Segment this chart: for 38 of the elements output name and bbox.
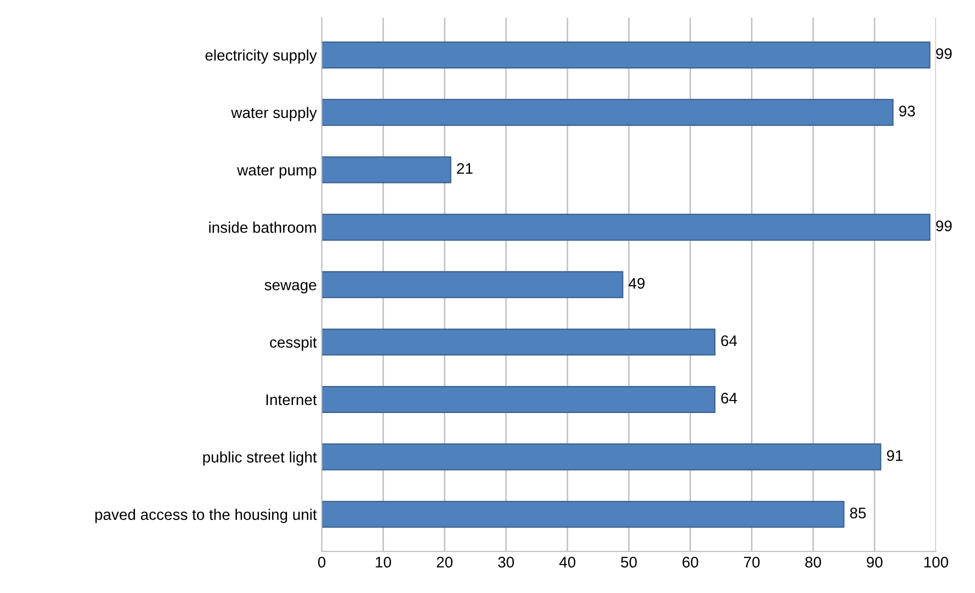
data-label: 64 [721,335,737,346]
bar [322,156,452,184]
x-tick-label: 50 [620,556,637,568]
bar [322,500,844,528]
x-tick-label: 80 [805,556,822,568]
data-label: 99 [936,220,952,232]
x-tick-label: 40 [559,556,576,568]
x-tick-label: 90 [866,556,882,568]
bar [322,443,882,470]
x-tick-label: 100 [924,556,948,568]
y-tick-label: paved access to the housing unit [95,508,317,524]
bar [322,386,716,413]
data-label: 64 [721,392,737,404]
bar [322,271,624,298]
data-label: 93 [899,106,915,116]
y-tick-label: cesspit [270,336,317,351]
data-label: 49 [628,278,645,289]
x-tick-label: 30 [498,556,514,568]
data-label: 99 [936,48,952,60]
bar [322,214,930,241]
y-tick-label: electricity supply [205,49,317,64]
y-tick-label: Internet [266,394,317,406]
bar [322,41,930,68]
y-tick-label: water pump [237,165,316,179]
y-tick-label: water supply [231,106,317,122]
bar [322,328,716,356]
bar [322,98,894,126]
data-label: 85 [850,508,866,518]
x-tick-label: 10 [376,556,392,568]
x-tick-label: 70 [744,556,760,568]
data-label: 21 [457,163,473,174]
y-tick-label: public street light [203,451,317,466]
data-label: 91 [886,450,903,461]
x-tick-label: 20 [436,556,452,568]
x-tick-label: 60 [682,556,698,568]
y-tick-label: inside bathroom [209,222,316,233]
y-tick-label: sewage [264,282,316,294]
x-tick-label: 0 [318,556,326,568]
